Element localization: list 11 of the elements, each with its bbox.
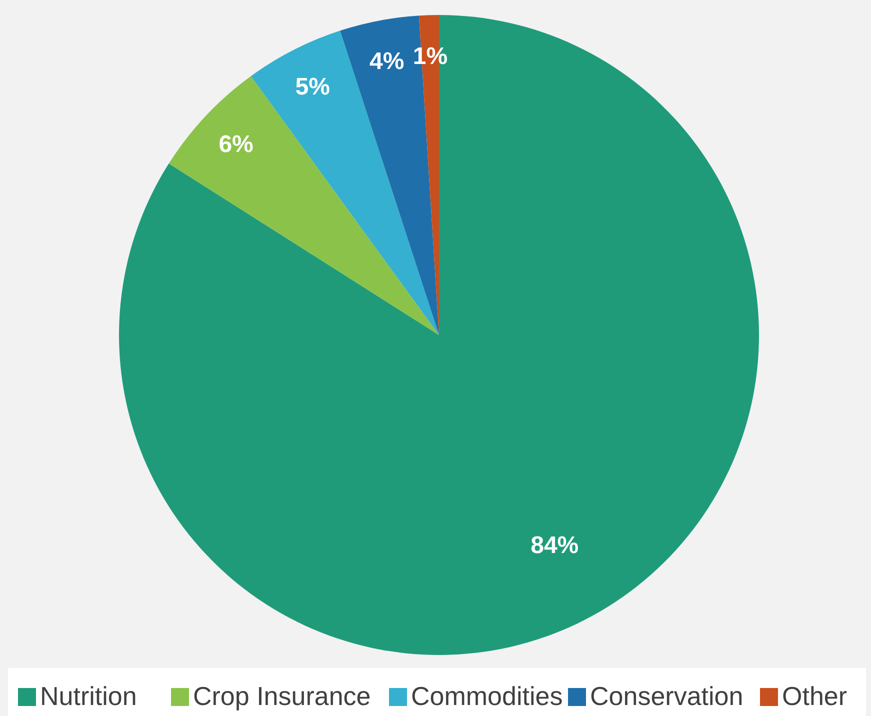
data-label: 6% [218, 130, 254, 158]
legend-label: Crop Insurance [193, 681, 371, 711]
data-label: 84% [530, 532, 579, 559]
data-label: 4% [369, 48, 404, 76]
legend-label: Conservation [590, 681, 744, 711]
legend-label: Commodities [411, 681, 563, 711]
legend-label: Other [782, 681, 848, 711]
legend-label: Nutrition [40, 681, 137, 711]
pie-slice [119, 15, 759, 655]
data-label: 5% [295, 73, 330, 100]
pie-slice [168, 76, 439, 335]
